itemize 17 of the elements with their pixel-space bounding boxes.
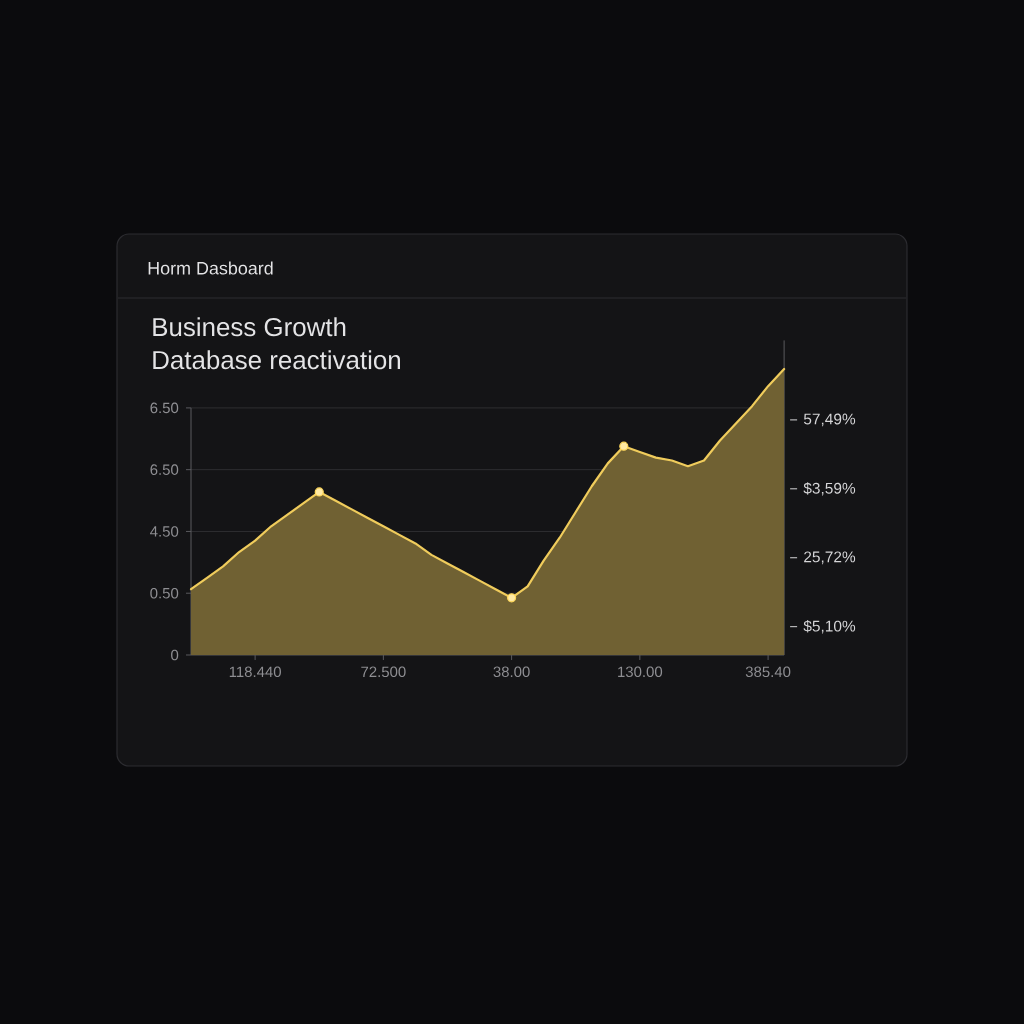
x-tick-label: 385.40 xyxy=(745,666,791,678)
text: 6.50 xyxy=(150,402,179,414)
x-tick-label: 72.500 xyxy=(361,666,406,678)
text: $5,10% xyxy=(803,619,856,634)
x-tick-label: 118.440 xyxy=(229,666,281,678)
chart-title: Business Growth xyxy=(153,317,346,337)
text: $3,59% xyxy=(803,482,856,496)
text: Horm Dasboard xyxy=(148,261,273,275)
text: 0.50 xyxy=(150,587,179,599)
x-tick-label: 130.00 xyxy=(618,666,663,678)
text: 25,72% xyxy=(804,551,856,565)
chart-subtitle: Database reactivation xyxy=(153,350,400,370)
text: 57,49% xyxy=(803,413,856,427)
text: 0 xyxy=(171,649,179,661)
text: 4.50 xyxy=(150,526,179,537)
text: 6.50 xyxy=(150,464,179,475)
x-tick-label: 38.00 xyxy=(493,666,530,678)
